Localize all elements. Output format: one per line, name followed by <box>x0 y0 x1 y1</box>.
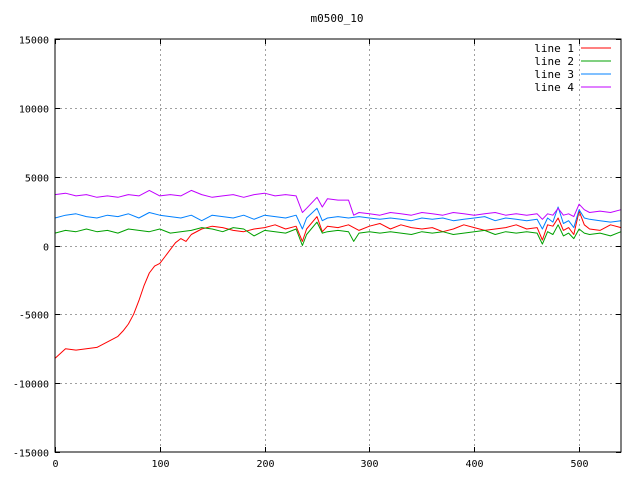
x-tick-label: 100 <box>151 459 169 470</box>
y-tick-label: 0 <box>43 243 49 254</box>
chart-title: m0500_10 <box>311 12 364 25</box>
axis-ticks: 0 100 200 300 400 500 15000 10000 5000 0 -5000 -100… <box>13 36 621 470</box>
y-tick-label: 10000 <box>19 105 49 116</box>
y-tick-label: -15000 <box>13 449 49 460</box>
legend-label-3: line 3 <box>534 68 574 81</box>
legend-label-1: line 1 <box>534 42 574 55</box>
grid <box>55 39 621 452</box>
y-tick-label: 15000 <box>19 36 49 47</box>
x-tick-label: 300 <box>360 459 378 470</box>
series-line-2 <box>54 221 622 246</box>
y-tick-label: -5000 <box>19 311 49 322</box>
x-tick-label: 200 <box>256 459 274 470</box>
series-line-1 <box>54 210 622 359</box>
x-tick-label: 0 <box>52 459 58 470</box>
x-tick-label: 400 <box>465 459 483 470</box>
series-line-3 <box>54 206 622 230</box>
series-line-4 <box>54 189 622 220</box>
y-tick-label: 5000 <box>25 174 49 185</box>
legend-label-2: line 2 <box>534 55 574 68</box>
y-tick-label: -10000 <box>13 380 49 391</box>
plot-frame <box>54 38 622 453</box>
series-lines <box>54 189 622 359</box>
legend-label-4: line 4 <box>534 81 574 94</box>
x-tick-label: 500 <box>570 459 588 470</box>
